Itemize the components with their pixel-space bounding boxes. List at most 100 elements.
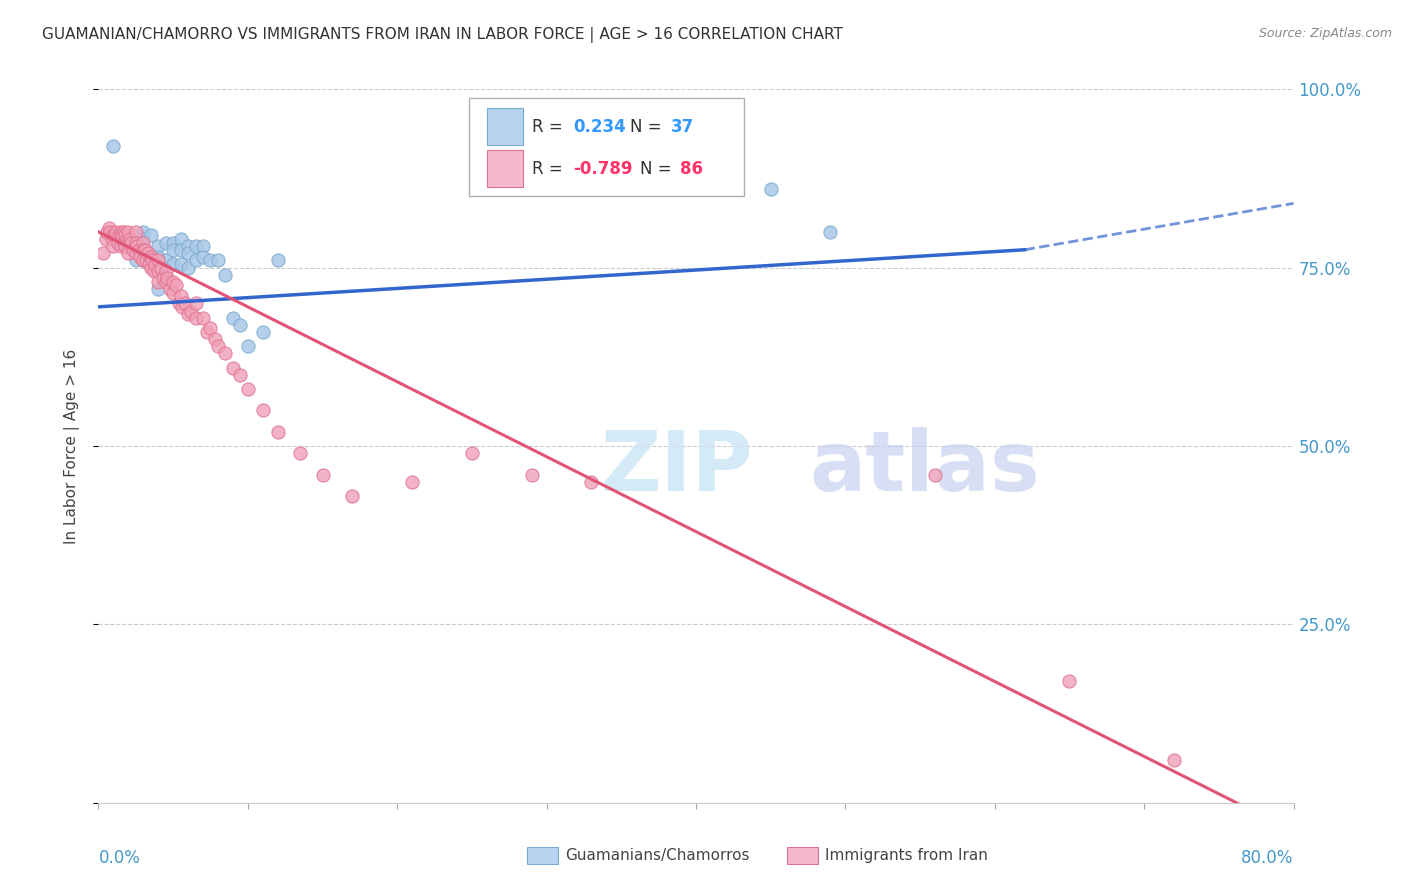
Point xyxy=(155,235,177,250)
Point xyxy=(91,246,114,260)
Point xyxy=(112,235,135,250)
Point xyxy=(520,467,543,482)
FancyBboxPatch shape xyxy=(470,98,744,196)
Text: 37: 37 xyxy=(671,118,695,136)
Point xyxy=(103,228,125,243)
Point xyxy=(165,278,187,293)
Point xyxy=(110,239,132,253)
Point xyxy=(184,310,207,325)
Point xyxy=(103,239,125,253)
Point xyxy=(156,271,179,285)
Point xyxy=(924,467,946,482)
Point xyxy=(180,305,202,319)
Text: Source: ZipAtlas.com: Source: ZipAtlas.com xyxy=(1258,27,1392,40)
Point xyxy=(132,253,155,268)
Point xyxy=(114,228,136,243)
Point xyxy=(132,253,155,268)
Point xyxy=(117,239,139,253)
Point xyxy=(132,243,155,257)
Point xyxy=(135,253,157,268)
Point xyxy=(132,232,155,246)
Point xyxy=(139,250,162,264)
Point xyxy=(759,182,782,196)
Point xyxy=(125,235,148,250)
Point xyxy=(172,300,194,314)
Point xyxy=(229,318,252,332)
Point xyxy=(581,475,603,489)
Point xyxy=(162,257,184,271)
Point xyxy=(104,228,127,243)
Point xyxy=(148,250,170,264)
Point xyxy=(214,346,236,360)
Point xyxy=(110,232,132,246)
Point xyxy=(177,260,200,275)
Point xyxy=(107,235,129,250)
Point xyxy=(177,246,200,260)
Point xyxy=(177,307,200,321)
Point xyxy=(167,296,190,310)
Point xyxy=(214,268,236,282)
Point xyxy=(125,253,148,268)
FancyBboxPatch shape xyxy=(787,847,818,864)
Point xyxy=(94,232,117,246)
Point xyxy=(121,243,143,257)
Point xyxy=(96,225,118,239)
Point xyxy=(197,325,219,339)
Point xyxy=(111,228,134,243)
Text: ZIP: ZIP xyxy=(600,427,752,508)
Point xyxy=(117,225,139,239)
Point xyxy=(200,321,222,335)
Text: 86: 86 xyxy=(681,160,703,178)
Point xyxy=(120,235,142,250)
Point xyxy=(129,250,152,264)
Point xyxy=(108,228,131,243)
Point xyxy=(267,425,290,439)
Point xyxy=(1163,753,1185,767)
Point xyxy=(155,253,177,268)
Point xyxy=(252,325,274,339)
Point xyxy=(191,310,214,325)
Point xyxy=(128,243,150,257)
Text: R =: R = xyxy=(533,160,568,178)
Point xyxy=(288,446,311,460)
Point xyxy=(184,253,207,268)
Point xyxy=(155,275,177,289)
Point xyxy=(311,467,333,482)
Text: atlas: atlas xyxy=(810,427,1040,508)
Point xyxy=(236,339,259,353)
Point xyxy=(267,253,290,268)
Text: R =: R = xyxy=(533,118,568,136)
Point xyxy=(1059,674,1081,689)
Point xyxy=(103,139,125,153)
Text: GUAMANIAN/CHAMORRO VS IMMIGRANTS FROM IRAN IN LABOR FORCE | AGE > 16 CORRELATION: GUAMANIAN/CHAMORRO VS IMMIGRANTS FROM IR… xyxy=(42,27,844,43)
Text: N =: N = xyxy=(630,118,666,136)
Point xyxy=(105,225,128,239)
Point xyxy=(132,243,155,257)
Point xyxy=(222,360,245,375)
Point xyxy=(177,239,200,253)
Point xyxy=(110,225,132,239)
Text: 0.0%: 0.0% xyxy=(98,849,141,867)
Point xyxy=(132,225,155,239)
Point xyxy=(148,282,170,296)
Point xyxy=(252,403,274,417)
Point xyxy=(162,285,184,300)
Point xyxy=(150,260,173,275)
Point xyxy=(141,253,163,268)
Point xyxy=(184,239,207,253)
Point xyxy=(139,228,162,243)
Point xyxy=(162,235,184,250)
Point xyxy=(117,246,139,260)
Point xyxy=(174,296,197,310)
Text: Immigrants from Iran: Immigrants from Iran xyxy=(825,848,988,863)
Text: 80.0%: 80.0% xyxy=(1241,849,1294,867)
Point xyxy=(132,235,155,250)
Point xyxy=(115,232,138,246)
Point xyxy=(200,253,222,268)
Point xyxy=(162,243,184,257)
Point xyxy=(148,264,170,278)
Point xyxy=(169,257,191,271)
Point xyxy=(134,243,156,257)
Point xyxy=(112,225,135,239)
Point xyxy=(461,446,484,460)
